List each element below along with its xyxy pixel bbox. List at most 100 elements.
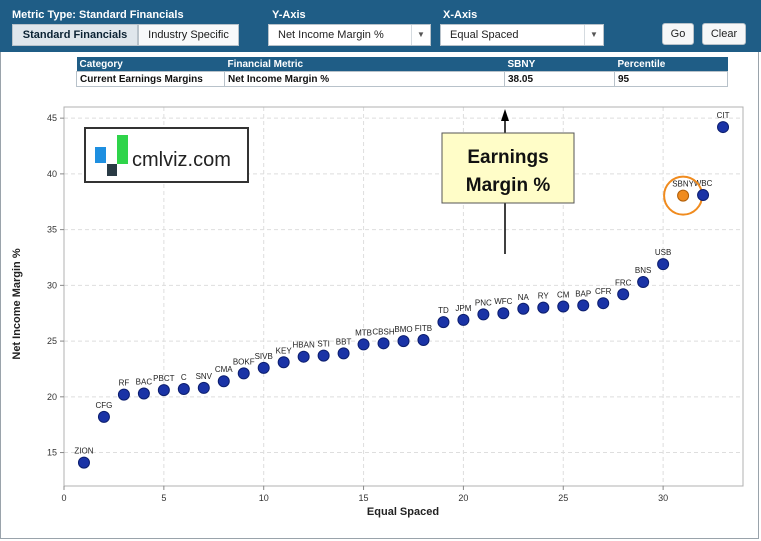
data-point[interactable] xyxy=(357,338,370,351)
callout: Earnings Margin % xyxy=(441,109,575,254)
data-point[interactable] xyxy=(157,384,170,397)
data-point[interactable] xyxy=(77,456,90,469)
table-cell: Net Income Margin % xyxy=(224,71,505,87)
data-point[interactable] xyxy=(297,350,310,363)
tab-standard-financials[interactable]: Standard Financials xyxy=(12,24,138,46)
cmlviz-logo: cmlviz.com xyxy=(84,127,249,183)
data-point[interactable] xyxy=(477,308,490,321)
metric-table: Category Financial Metric SBNY Percentil… xyxy=(76,57,728,87)
point-label: RF xyxy=(119,379,130,388)
data-point[interactable] xyxy=(397,335,410,348)
point-label: CFG xyxy=(95,401,112,410)
table-header: Category xyxy=(76,57,225,72)
data-point[interactable] xyxy=(657,258,670,271)
y-tick-label: 20 xyxy=(47,392,57,402)
point-label: JPM xyxy=(455,304,471,313)
y-axis-label: Y-Axis xyxy=(272,9,306,21)
point-label: RY xyxy=(538,292,550,301)
x-tick-label: 5 xyxy=(161,493,166,503)
y-axis-select[interactable]: Net Income Margin % ▼ xyxy=(268,24,431,46)
data-point[interactable] xyxy=(137,387,150,400)
x-axis-label: X-Axis xyxy=(443,9,478,21)
table-row: Current Earnings Margins Net Income Marg… xyxy=(76,71,728,87)
point-label: TD xyxy=(438,306,449,315)
point-label: FRC xyxy=(615,278,632,287)
data-point[interactable] xyxy=(117,388,130,401)
x-axis-select[interactable]: Equal Spaced ▼ xyxy=(440,24,604,46)
data-point[interactable] xyxy=(177,383,190,396)
go-button[interactable]: Go xyxy=(662,23,694,45)
tab-industry-specific[interactable]: Industry Specific xyxy=(138,24,239,46)
point-label: FITB xyxy=(415,324,432,333)
point-label: NA xyxy=(518,293,530,302)
data-point[interactable] xyxy=(617,288,630,301)
callout-line-2: Margin % xyxy=(466,175,551,196)
table-cell: Current Earnings Margins xyxy=(76,71,225,87)
metric-type-label: Metric Type: Standard Financials xyxy=(12,9,184,21)
point-label: BOKF xyxy=(233,357,255,366)
toolbar: Metric Type: Standard Financials Standar… xyxy=(0,0,761,52)
point-label: WFC xyxy=(494,297,512,306)
chevron-down-icon: ▼ xyxy=(411,25,430,45)
data-point[interactable] xyxy=(337,347,350,360)
table-header: Financial Metric xyxy=(224,57,505,72)
data-point[interactable] xyxy=(717,121,730,134)
axis-ticks: 0 5 10 15 20 25 30 15 20 25 30 35 40 45 xyxy=(47,113,668,503)
point-label: CBSH xyxy=(372,327,394,336)
logo-text: cmlviz.com xyxy=(132,149,231,171)
data-point[interactable] xyxy=(537,301,550,314)
point-label: BAC xyxy=(136,377,153,386)
data-point[interactable] xyxy=(277,356,290,369)
point-label: STI xyxy=(317,340,329,349)
data-point[interactable] xyxy=(377,337,390,350)
metric-table-header-row: Category Financial Metric SBNY Percentil… xyxy=(76,57,728,72)
data-points xyxy=(77,121,730,469)
data-point[interactable] xyxy=(257,361,270,374)
data-point[interactable] xyxy=(697,189,710,202)
data-point[interactable] xyxy=(237,367,250,380)
data-point[interactable] xyxy=(497,307,510,320)
y-axis-title: Net Income Margin % xyxy=(11,248,23,359)
data-point[interactable] xyxy=(97,410,110,423)
plot-area xyxy=(63,106,744,487)
data-point[interactable] xyxy=(457,313,470,326)
point-label: BMO xyxy=(394,325,412,334)
x-tick-label: 20 xyxy=(458,493,468,503)
data-point[interactable] xyxy=(577,299,590,312)
data-point[interactable] xyxy=(517,302,530,315)
x-tick-label: 25 xyxy=(558,493,568,503)
data-point[interactable] xyxy=(417,333,430,346)
y-tick-label: 40 xyxy=(47,169,57,179)
callout-box xyxy=(441,132,575,204)
chevron-down-icon: ▼ xyxy=(584,25,603,45)
data-point[interactable] xyxy=(217,375,230,388)
point-label: BNS xyxy=(635,266,651,275)
data-point[interactable] xyxy=(197,381,210,394)
point-label: KEY xyxy=(276,346,293,355)
x-axis-select-value: Equal Spaced xyxy=(450,29,519,41)
callout-line-1: Earnings xyxy=(467,147,548,168)
point-label: C xyxy=(181,373,187,382)
data-point[interactable] xyxy=(677,189,690,202)
table-cell: 38.05 xyxy=(504,71,615,87)
data-point[interactable] xyxy=(637,276,650,289)
data-point[interactable] xyxy=(597,297,610,310)
logo-dark-bar xyxy=(107,164,117,176)
y-tick-label: 35 xyxy=(47,225,57,235)
y-axis-select-value: Net Income Margin % xyxy=(278,29,384,41)
point-label: CM xyxy=(557,291,570,300)
table-header: Percentile xyxy=(614,57,728,72)
point-label: SIVB xyxy=(255,352,273,361)
logo-green-bar xyxy=(117,135,128,164)
data-point[interactable] xyxy=(437,316,450,329)
table-cell: 95 xyxy=(614,71,728,87)
data-point[interactable] xyxy=(317,349,330,362)
point-label: MTB xyxy=(355,328,372,337)
clear-button[interactable]: Clear xyxy=(702,23,746,45)
y-tick-label: 30 xyxy=(47,280,57,290)
data-point[interactable] xyxy=(557,300,570,313)
arrow-up-icon xyxy=(501,109,509,121)
y-tick-label: 15 xyxy=(47,448,57,458)
x-tick-label: 10 xyxy=(259,493,269,503)
x-tick-label: 15 xyxy=(359,493,369,503)
